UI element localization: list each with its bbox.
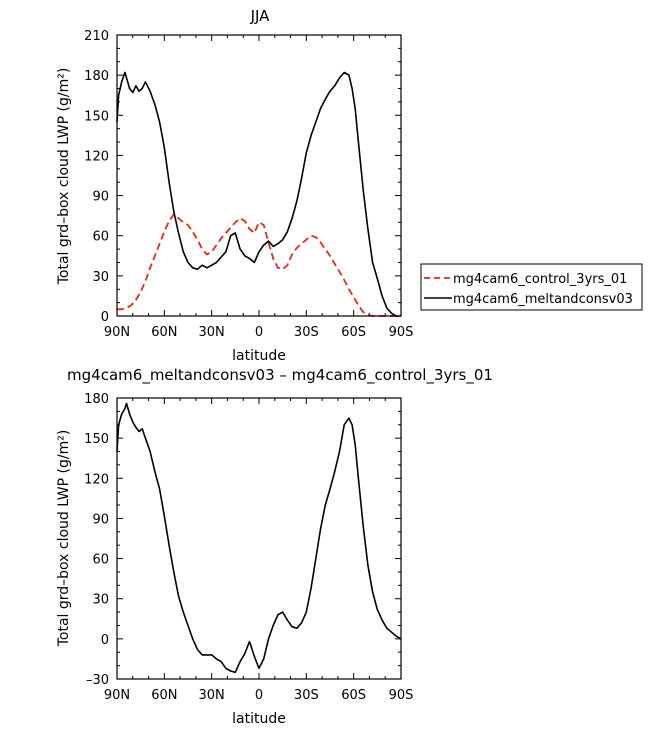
x-tick-label: 60S — [341, 688, 366, 703]
top-y-axis-label: Total grd–box cloud LWP (g/m²) — [56, 68, 72, 286]
y-tick-label: 120 — [84, 149, 109, 164]
y-tick-label: 90 — [92, 190, 109, 205]
top-y-ticks: 0 30 60 90 120 150 180 210 — [84, 29, 401, 325]
y-tick-label: 150 — [84, 432, 109, 447]
legend-label-meltandconsv: mg4cam6_meltandconsv03 — [453, 292, 633, 307]
top-x-ticks: 90N 60N 30N 0 30S 60S 90S — [104, 35, 414, 340]
y-tick-label: 30 — [92, 270, 109, 285]
bottom-x-axis-label: latitude — [232, 711, 286, 727]
x-tick-label: 60S — [341, 325, 366, 340]
x-tick-label: 90S — [389, 325, 414, 340]
x-tick-label: 90N — [104, 325, 130, 340]
y-tick-label: 210 — [84, 29, 109, 44]
y-tick-label: 60 — [92, 230, 109, 245]
top-chart-title: JJA — [250, 7, 271, 25]
x-tick-label: 0 — [255, 688, 263, 703]
legend: mg4cam6_control_3yrs_01 mg4cam6_meltandc… — [420, 263, 643, 311]
legend-label-control: mg4cam6_control_3yrs_01 — [453, 272, 627, 287]
y-tick-label: 30 — [92, 593, 109, 608]
top-chart: JJA 0 30 60 90 120 150 180 210 90N 60N 30N 0 30S 60S… — [56, 7, 413, 364]
y-tick-label: 60 — [92, 553, 109, 568]
bottom-plot-frame — [116, 397, 402, 680]
bottom-y-axis-label: Total grd–box cloud LWP (g/m²) — [56, 430, 72, 648]
y-tick-label: 180 — [84, 392, 109, 407]
series-line-mg4cam6-meltandconsv03 — [116, 71, 401, 317]
legend-box — [420, 263, 643, 311]
y-tick-label: –30 — [86, 673, 109, 688]
x-tick-label: 30N — [199, 688, 225, 703]
series-line-difference — [116, 402, 402, 674]
bottom-chart-title: mg4cam6_meltandconsv03 – mg4cam6_control… — [67, 366, 493, 385]
x-tick-label: 90S — [389, 688, 414, 703]
top-plot-frame — [116, 34, 402, 317]
top-series — [116, 71, 401, 317]
x-tick-label: 30N — [199, 325, 225, 340]
y-tick-label: 0 — [101, 310, 109, 325]
y-tick-label: 150 — [84, 109, 109, 124]
x-tick-label: 60N — [151, 688, 177, 703]
y-tick-label: 120 — [84, 472, 109, 487]
x-tick-label: 30S — [294, 325, 319, 340]
bottom-series — [116, 402, 402, 674]
y-tick-label: 180 — [84, 69, 109, 84]
top-x-axis-label: latitude — [232, 348, 286, 364]
series-line-mg4cam6-control-3yrs-01 — [117, 213, 401, 317]
bottom-chart: mg4cam6_meltandconsv03 – mg4cam6_control… — [56, 366, 493, 727]
x-tick-label: 90N — [104, 688, 130, 703]
y-tick-label: 0 — [101, 633, 109, 648]
x-tick-label: 60N — [151, 325, 177, 340]
x-tick-label: 30S — [294, 688, 319, 703]
bottom-x-ticks: 90N 60N 30N 0 30S 60S 90S — [104, 398, 414, 703]
x-tick-label: 0 — [255, 325, 263, 340]
y-tick-label: 90 — [92, 512, 109, 527]
